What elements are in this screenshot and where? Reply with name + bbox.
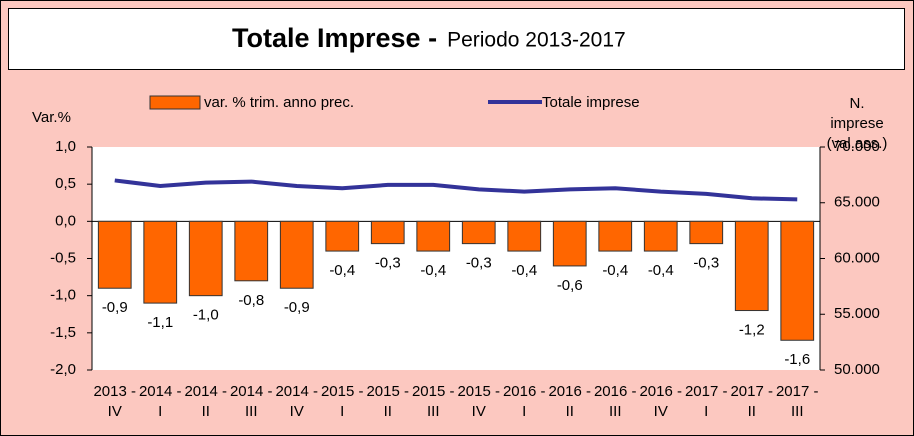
- data-label: -0,9: [284, 299, 310, 316]
- x-tick-label: 2015 - IV: [457, 383, 501, 420]
- bar: [325, 220, 360, 252]
- data-label: -1,2: [739, 322, 765, 339]
- y2-tick-label: 70.000: [834, 138, 880, 155]
- x-tick-label: 2017 - II: [730, 383, 774, 420]
- bar: [188, 220, 223, 297]
- legend-label: var. % trim. anno prec.: [204, 94, 354, 111]
- y-tick-label: -1,5: [50, 324, 76, 341]
- y-tick-label: -2,0: [50, 361, 76, 378]
- y2-tick-label: 55.000: [834, 305, 880, 322]
- y2-axis-label: N. imprese (val.ass.): [826, 95, 888, 152]
- data-label: -0,4: [420, 262, 446, 279]
- x-tick-label: 2016 - III: [593, 383, 637, 420]
- bar: [416, 220, 451, 252]
- y-tick-label: 0,0: [55, 212, 76, 229]
- data-label: -1,1: [147, 314, 173, 331]
- data-label: -0,4: [602, 262, 628, 279]
- data-label: -0,9: [102, 299, 128, 316]
- y2-tick-label: 50.000: [834, 361, 880, 378]
- y2-tick-label: 60.000: [834, 249, 880, 266]
- data-label: -0,3: [693, 255, 719, 272]
- bar: [461, 220, 496, 245]
- x-tick-label: 2017 - I: [684, 383, 728, 420]
- x-tick-label: 2016 - II: [548, 383, 592, 420]
- chart-title: Totale Imprese -: [232, 23, 437, 53]
- data-label: -0,4: [648, 262, 674, 279]
- y-tick-label: -0,5: [50, 249, 76, 266]
- bar: [734, 220, 769, 312]
- bar: [143, 220, 178, 304]
- x-tick-label: 2016 - IV: [639, 383, 683, 420]
- legend-label: Totale imprese: [542, 94, 640, 111]
- bar: [643, 220, 678, 252]
- bar: [780, 220, 815, 341]
- x-tick-label: 2015 - III: [411, 383, 455, 420]
- legend-swatch: [149, 95, 201, 110]
- data-label: -0,8: [238, 292, 264, 309]
- data-label: -0,4: [511, 262, 537, 279]
- bar: [370, 220, 405, 245]
- y-tick-label: 0,5: [55, 175, 76, 192]
- x-tick-label: 2015 - I: [320, 383, 364, 420]
- chart-subtitle: Periodo 2013-2017: [447, 29, 626, 52]
- bar: [552, 220, 587, 267]
- data-label: -0,3: [466, 255, 492, 272]
- x-tick-label: 2015 - II: [366, 383, 410, 420]
- x-tick-label: 2016 - I: [502, 383, 546, 420]
- data-label: -0,4: [329, 262, 355, 279]
- bar: [279, 220, 314, 289]
- bar: [507, 220, 542, 252]
- x-tick-label: 2014 - II: [184, 383, 228, 420]
- bar: [234, 220, 269, 282]
- data-label: -0,3: [375, 255, 401, 272]
- data-label: -0,6: [557, 277, 583, 294]
- data-label: -1,0: [193, 307, 219, 324]
- bar: [689, 220, 724, 245]
- data-label: -1,6: [784, 351, 810, 368]
- y-tick-label: 1,0: [55, 138, 76, 155]
- x-tick-label: 2013 - IV: [93, 383, 137, 420]
- title-box: [8, 8, 905, 70]
- y-tick-label: -1,0: [50, 287, 76, 304]
- bar: [598, 220, 633, 252]
- line: [114, 178, 798, 202]
- x-tick-label: 2014 - IV: [275, 383, 319, 420]
- y2-tick-label: 65.000: [834, 194, 880, 211]
- y-axis-label: Var.%: [32, 109, 71, 126]
- bar: [97, 220, 132, 289]
- x-tick-label: 2014 - III: [229, 383, 273, 420]
- x-tick-label: 2014 - I: [138, 383, 182, 420]
- x-tick-label: 2017 - III: [775, 383, 819, 420]
